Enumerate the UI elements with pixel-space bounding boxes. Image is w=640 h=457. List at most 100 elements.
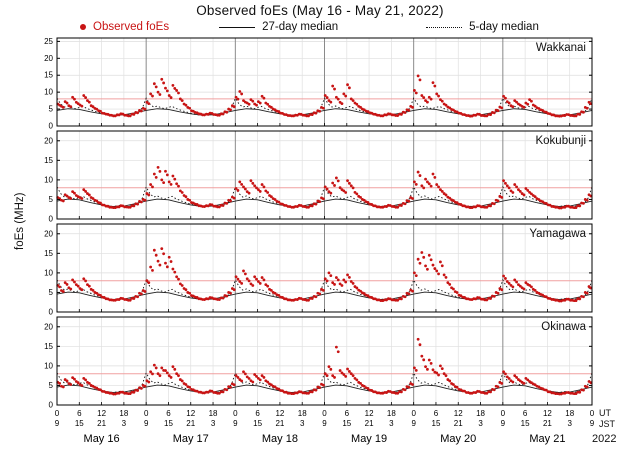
- x-tick-label-ut: 0: [322, 409, 327, 418]
- x-tick-label-jst: 3: [300, 419, 305, 428]
- x-tick-label-ut: 6: [77, 409, 82, 418]
- legend-label-27day: 27-day median: [262, 21, 339, 33]
- x-tick-label-jst: 3: [389, 419, 394, 428]
- year-label: 2022: [592, 433, 617, 445]
- day-label: May 16: [84, 433, 120, 445]
- station-label-kokubunji: Kokubunji: [535, 135, 586, 147]
- legend-item-27day: 27-day median: [219, 21, 338, 33]
- panel-kokubunji: 0 5 10 15 20: [44, 130, 593, 224]
- y-tick-label: 15: [44, 249, 53, 258]
- x-tick-label-ut: 18: [119, 409, 128, 418]
- x-tick-label-jst: 3: [211, 419, 216, 428]
- y-tick-label: 10: [44, 175, 53, 184]
- x-tick-label-jst: 3: [478, 419, 483, 428]
- observed-points: [56, 74, 593, 118]
- y-tick-label: 20: [44, 136, 53, 145]
- y-tick-label: 15: [44, 71, 53, 80]
- x-tick-label-ut: 0: [55, 409, 60, 418]
- day-label: May 18: [262, 433, 298, 445]
- x-tick-label-jst: 21: [186, 419, 195, 428]
- legend: Observed foEs 27-day median 5-day median: [80, 21, 539, 33]
- legend-label-5day: 5-day median: [469, 21, 539, 33]
- chart-title: Observed foEs (May 16 - May 21, 2022): [196, 3, 444, 18]
- x-tick-label-ut: 18: [209, 409, 218, 418]
- x-tick-label-jst: 15: [342, 419, 351, 428]
- station-label-yamagawa: Yamagawa: [529, 228, 586, 240]
- y-tick-label: 10: [44, 88, 53, 97]
- x-tick-label-jst: 15: [521, 419, 530, 428]
- legend-label-observed: Observed foEs: [93, 21, 170, 33]
- panel-yamagawa: 0 5 10 15 20: [44, 223, 593, 317]
- jst-axis-label: JST: [599, 419, 616, 429]
- x-tick-label-ut: 18: [387, 409, 396, 418]
- y-tick-label: 20: [44, 322, 53, 331]
- y-tick-label: 5: [49, 105, 54, 114]
- y-tick-label: 10: [44, 268, 53, 277]
- x-tick-label-ut: 6: [523, 409, 528, 418]
- legend-item-5day: 5-day median: [426, 21, 539, 33]
- station-label-wakkanai: Wakkanai: [535, 42, 586, 54]
- x-tick-label-ut: 12: [275, 409, 284, 418]
- x-tick-label-ut: 18: [565, 409, 574, 418]
- x-tick-label-ut: 6: [166, 409, 171, 418]
- observed-points: [56, 337, 593, 396]
- x-tick-label-jst: 21: [365, 419, 374, 428]
- solid-line-marker-icon: [219, 26, 256, 28]
- median-5day-line: [56, 97, 593, 116]
- y-tick-label: 0: [49, 122, 54, 131]
- panel-okinawa: 0 5 10 15 20: [44, 316, 593, 410]
- x-tick-label-ut: 0: [411, 409, 416, 418]
- x-tick-label-ut: 18: [298, 409, 307, 418]
- dotted-line-marker-icon: [426, 26, 463, 28]
- x-tick-label-ut: 0: [501, 409, 506, 418]
- x-tick-label-jst: 15: [253, 419, 262, 428]
- x-tick-label-jst: 21: [454, 419, 463, 428]
- x-tick-label-ut: 12: [454, 409, 463, 418]
- x-tick-label-jst: 21: [543, 419, 552, 428]
- observed-points: [56, 247, 593, 303]
- x-tick-label-ut-final: 0: [590, 409, 595, 418]
- panel-wakkanai: 0 5 10 15 20 25: [44, 37, 593, 131]
- y-tick-label: 0: [49, 215, 54, 224]
- x-tick-label-jst: 9: [411, 419, 416, 428]
- y-tick-label: 0: [49, 308, 54, 317]
- day-label: May 17: [173, 433, 209, 445]
- x-tick-label-ut: 0: [144, 409, 149, 418]
- y-tick-label: 25: [44, 37, 53, 46]
- y-tick-label: 20: [44, 54, 53, 63]
- x-tick-label-ut: 0: [233, 409, 238, 418]
- x-tick-label-ut: 12: [543, 409, 552, 418]
- x-tick-label-ut: 6: [434, 409, 439, 418]
- x-tick-label-ut: 12: [97, 409, 106, 418]
- ut-axis-label: UT: [599, 408, 611, 418]
- y-tick-label: 5: [49, 381, 54, 390]
- day-label: May 20: [440, 433, 476, 445]
- y-tick-label: 20: [44, 229, 53, 238]
- x-tick-label-jst: 9: [233, 419, 238, 428]
- x-tick-label-jst: 15: [164, 419, 173, 428]
- x-tick-label-ut: 6: [345, 409, 350, 418]
- y-tick-label: 10: [44, 361, 53, 370]
- x-tick-label-ut: 12: [365, 409, 374, 418]
- x-tick-label-jst: 9: [501, 419, 506, 428]
- day-label: May 21: [529, 433, 565, 445]
- y-tick-label: 5: [49, 288, 54, 297]
- x-tick-label-jst: 21: [275, 419, 284, 428]
- y-tick-label: 15: [44, 156, 53, 165]
- x-tick-label-jst-final: 9: [590, 419, 595, 428]
- y-tick-label: 15: [44, 342, 53, 351]
- station-label-okinawa: Okinawa: [541, 321, 586, 333]
- x-tick-label-jst: 15: [75, 419, 84, 428]
- day-label: May 19: [351, 433, 387, 445]
- x-tick-label-ut: 6: [255, 409, 260, 418]
- x-tick-label-ut: 18: [476, 409, 485, 418]
- x-tick-label-ut: 12: [186, 409, 195, 418]
- y-tick-label: 0: [49, 401, 54, 410]
- legend-item-observed: Observed foEs: [80, 21, 169, 33]
- x-tick-label-jst: 21: [97, 419, 106, 428]
- y-tick-label: 5: [49, 195, 54, 204]
- x-tick-label-jst: 9: [322, 419, 327, 428]
- x-tick-label-jst: 15: [432, 419, 441, 428]
